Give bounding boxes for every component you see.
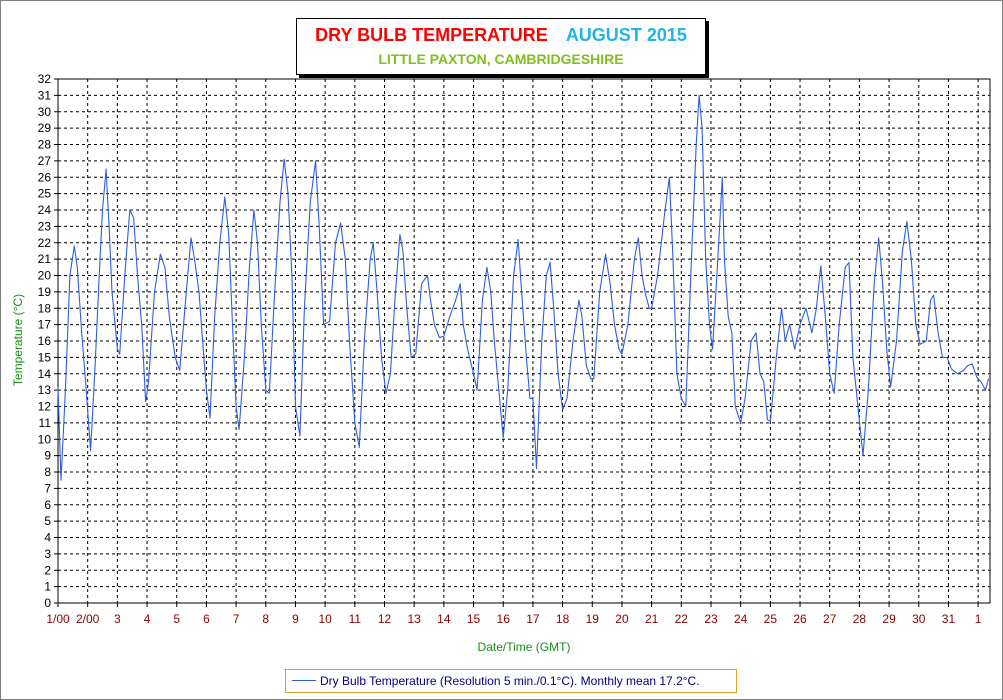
y-tick-label: 28 [38,138,52,152]
x-tick-label: 8 [262,612,269,626]
x-tick-label: 6 [203,612,210,626]
x-tick-label: 7 [233,612,240,626]
x-tick-label: 29 [882,612,896,626]
y-tick-label: 0 [44,596,51,610]
x-tick-label: 9 [292,612,299,626]
y-tick-label: 18 [38,301,52,315]
chart-title-box: DRY BULB TEMPERATURE AUGUST 2015 LITTLE P… [296,18,706,75]
x-tick-label: 19 [586,612,600,626]
y-tick-label: 10 [38,432,52,446]
x-tick-label: 1/00 [46,612,70,626]
y-tick-label: 13 [38,383,52,397]
y-tick-label: 12 [38,400,52,414]
y-tick-label: 16 [38,334,52,348]
series-layer [57,94,990,481]
y-tick-label: 9 [44,449,51,463]
grid-layer [54,78,991,607]
chart-legend: Dry Bulb Temperature (Resolution 5 min./… [285,669,737,693]
x-tick-label: 21 [645,612,659,626]
x-tick-label: 11 [349,612,362,626]
y-tick-label: 14 [38,367,52,381]
y-tick-label: 1 [44,580,51,594]
y-tick-label: 24 [38,203,52,217]
y-tick-label: 6 [44,498,51,512]
y-tick-label: 3 [44,547,51,561]
y-tick-label: 19 [38,285,52,299]
x-tick-label: 23 [704,612,718,626]
y-tick-label: 17 [38,318,52,332]
x-tick-label: 12 [378,612,392,626]
y-tick-label: 31 [38,88,52,102]
y-tick-label: 11 [39,416,52,430]
legend-text: Dry Bulb Temperature (Resolution 5 min./… [320,674,700,688]
y-tick-label: 29 [38,121,52,135]
y-tick-label: 32 [38,72,52,86]
y-tick-label: 20 [38,269,52,283]
x-tick-label: 13 [407,612,421,626]
y-tick-label: 5 [44,514,51,528]
x-tick-label: 15 [467,612,481,626]
x-tick-label: 25 [764,612,778,626]
x-tick-label: 27 [823,612,837,626]
legend-swatch [292,680,316,681]
y-tick-labels: 0123456789101112131415161718192021222324… [38,72,52,610]
y-tick-label: 27 [38,154,52,168]
x-tick-label: 26 [793,612,807,626]
y-tick-label: 7 [44,481,51,495]
chart-title-month: AUGUST 2015 [565,25,687,45]
x-tick-label: 2/00 [76,612,100,626]
plot-area-border [57,78,991,604]
x-tick-labels: 1/00 2/00 3 4 5 6 7 8 9 10 11 12 13 14 15 16 17 18 19 20 21 2… [46,612,981,626]
x-tick-label: 20 [615,612,629,626]
y-tick-label: 30 [38,105,52,119]
y-tick-label: 4 [44,531,51,545]
x-tick-label: 10 [318,612,332,626]
y-tick-label: 2 [44,563,51,577]
x-tick-label: 30 [912,612,926,626]
x-tick-label: 5 [173,612,180,626]
y-tick-label: 8 [44,465,51,479]
y-tick-label: 15 [38,350,52,364]
y-tick-label: 26 [38,170,52,184]
y-axis-label: Temperature (°C) [11,294,25,386]
x-tick-label: 18 [556,612,570,626]
y-tick-label: 23 [38,219,52,233]
y-tick-label: 21 [38,252,52,266]
x-tick-label: 4 [144,612,151,626]
series-line-dry-bulb-temperature [57,94,990,481]
x-tick-label: 28 [853,612,867,626]
y-tick-label: 25 [38,187,52,201]
x-tick-label: 1 [975,612,982,626]
x-axis-label: Date/Time (GMT) [478,640,571,654]
x-tick-label: 16 [497,612,511,626]
y-tick-label: 22 [38,236,52,250]
x-tick-label: 3 [114,612,121,626]
x-tick-label: 24 [734,612,748,626]
chart-title-line: DRY BULB TEMPERATURE AUGUST 2015 [297,25,705,46]
chart-title: DRY BULB TEMPERATURE [315,25,548,45]
x-tick-label: 14 [437,612,451,626]
x-tick-label: 17 [526,612,540,626]
chart-subtitle: LITTLE PAXTON, CAMBRIDGESHIRE [378,51,624,67]
x-tick-label: 31 [942,612,956,626]
x-tick-label: 22 [675,612,689,626]
